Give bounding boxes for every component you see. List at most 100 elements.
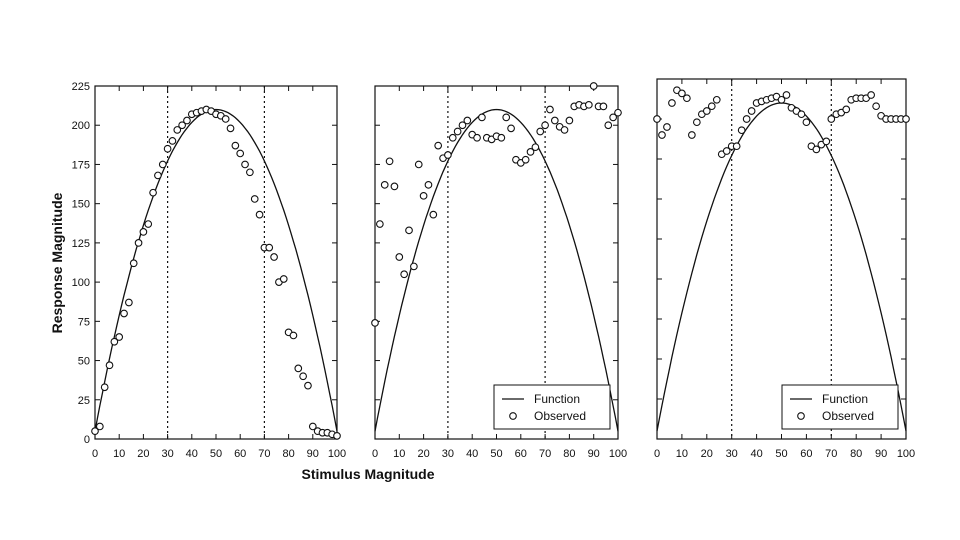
observed-point	[158, 160, 167, 169]
observed-point	[678, 89, 686, 98]
observed-point	[521, 155, 530, 164]
observed-point	[599, 102, 608, 111]
observed-point	[732, 142, 741, 151]
observed-point	[400, 270, 409, 279]
x-tick-label: 50	[775, 448, 787, 460]
y-tick-label: 100	[72, 277, 90, 289]
function-curve	[94, 108, 338, 432]
panel-middle: 0 10 20 30 40 50 60 70 80 90 100 Function Observed	[371, 82, 627, 460]
x-tick-label: 30	[726, 448, 738, 460]
observed-point	[120, 309, 128, 318]
x-tick-label: 100	[897, 448, 915, 460]
observed-point	[91, 427, 99, 436]
observed-point	[668, 99, 676, 107]
observed-point	[95, 422, 104, 431]
observed-point	[173, 126, 182, 134]
legend-marker-swatch	[509, 412, 517, 420]
observed-point	[444, 151, 452, 159]
function-curve	[374, 108, 619, 432]
observed-point	[902, 115, 910, 123]
x-tick-label: 0	[372, 448, 378, 460]
legend-label-function: Function	[822, 392, 868, 406]
observed-point	[246, 168, 254, 177]
observed-point	[231, 141, 240, 150]
observed-point	[154, 171, 162, 180]
observed-point	[842, 105, 851, 114]
observed-point	[688, 131, 696, 139]
observed-point	[497, 133, 506, 142]
function-curve	[656, 102, 907, 432]
observed-point	[434, 141, 443, 150]
y-tick-label: 200	[72, 120, 90, 132]
observed-point	[604, 121, 613, 130]
observed-point	[390, 182, 399, 191]
y-tick-label: 125	[72, 238, 90, 250]
observed-point	[149, 188, 157, 197]
x-tick-label: 20	[137, 448, 149, 460]
observed-point	[742, 115, 751, 123]
observed-point	[279, 275, 288, 283]
observed-point	[541, 121, 549, 130]
observed-point	[410, 262, 418, 271]
observed-point	[526, 148, 535, 156]
x-tick-label: 30	[161, 448, 173, 460]
observed-point	[139, 228, 148, 236]
observed-point	[308, 422, 317, 431]
x-tick-label: 40	[750, 448, 762, 460]
observed-point	[458, 121, 467, 130]
observed-point	[712, 95, 721, 104]
x-tick-label: 20	[417, 448, 429, 460]
observed-point	[265, 243, 274, 252]
observed-point	[822, 137, 831, 146]
observed-point	[125, 298, 133, 307]
x-tick-label: 60	[234, 448, 246, 460]
legend-marker-swatch	[797, 412, 805, 420]
observed-point	[371, 319, 379, 327]
observed-point	[178, 121, 186, 130]
x-tick-label: 80	[563, 448, 575, 460]
observed-point	[663, 123, 671, 131]
panel-left: 0 10 20 30 40 50 60 70 80 90 100 0 25 50 75 100 125 150 17…	[72, 81, 347, 460]
observed-point	[376, 220, 384, 228]
observed-point	[546, 105, 554, 114]
observed-point	[414, 160, 423, 169]
observed-point	[478, 113, 486, 122]
legend: Function Observed	[493, 384, 611, 430]
observed-point	[453, 127, 462, 136]
observed-point	[380, 180, 389, 189]
observed-point	[584, 100, 593, 109]
x-tick-label: 60	[515, 448, 527, 460]
observed-point	[299, 372, 307, 381]
x-tick-label: 80	[850, 448, 862, 460]
observed-point	[707, 102, 716, 111]
observed-point	[144, 220, 153, 228]
observed-point	[531, 143, 540, 152]
observed-point	[115, 333, 124, 341]
x-tick-label: 80	[282, 448, 294, 460]
observed-point	[100, 383, 109, 392]
observed-point	[385, 157, 394, 166]
observed-point	[702, 107, 711, 115]
x-tick-label: 70	[825, 448, 837, 460]
legend-label-function: Function	[534, 392, 580, 406]
observed-point	[110, 337, 119, 346]
observed-point	[565, 116, 574, 125]
observed-point	[333, 432, 341, 440]
y-axis-title: Response Magnitude	[49, 192, 65, 333]
x-tick-label: 50	[490, 448, 502, 460]
observed-point	[304, 381, 312, 390]
panel-right: 0 10 20 30 40 50 60 70 80 90 100 Function Observed	[653, 78, 915, 460]
y-tick-label: 25	[78, 395, 90, 407]
observed-point	[658, 131, 666, 139]
observed-point	[448, 133, 457, 142]
panels: 0 10 20 30 40 50 60 70 80 90 100025507510012515017…	[72, 78, 915, 460]
x-tick-label: 60	[800, 448, 812, 460]
observed-point	[777, 95, 786, 104]
legend: Function Observed	[781, 384, 899, 430]
observed-point	[424, 180, 433, 189]
observed-point	[463, 116, 472, 125]
observed-point	[812, 145, 821, 154]
x-tick-label: 90	[875, 448, 887, 460]
observed-point	[802, 118, 811, 127]
observed-point	[797, 110, 806, 119]
